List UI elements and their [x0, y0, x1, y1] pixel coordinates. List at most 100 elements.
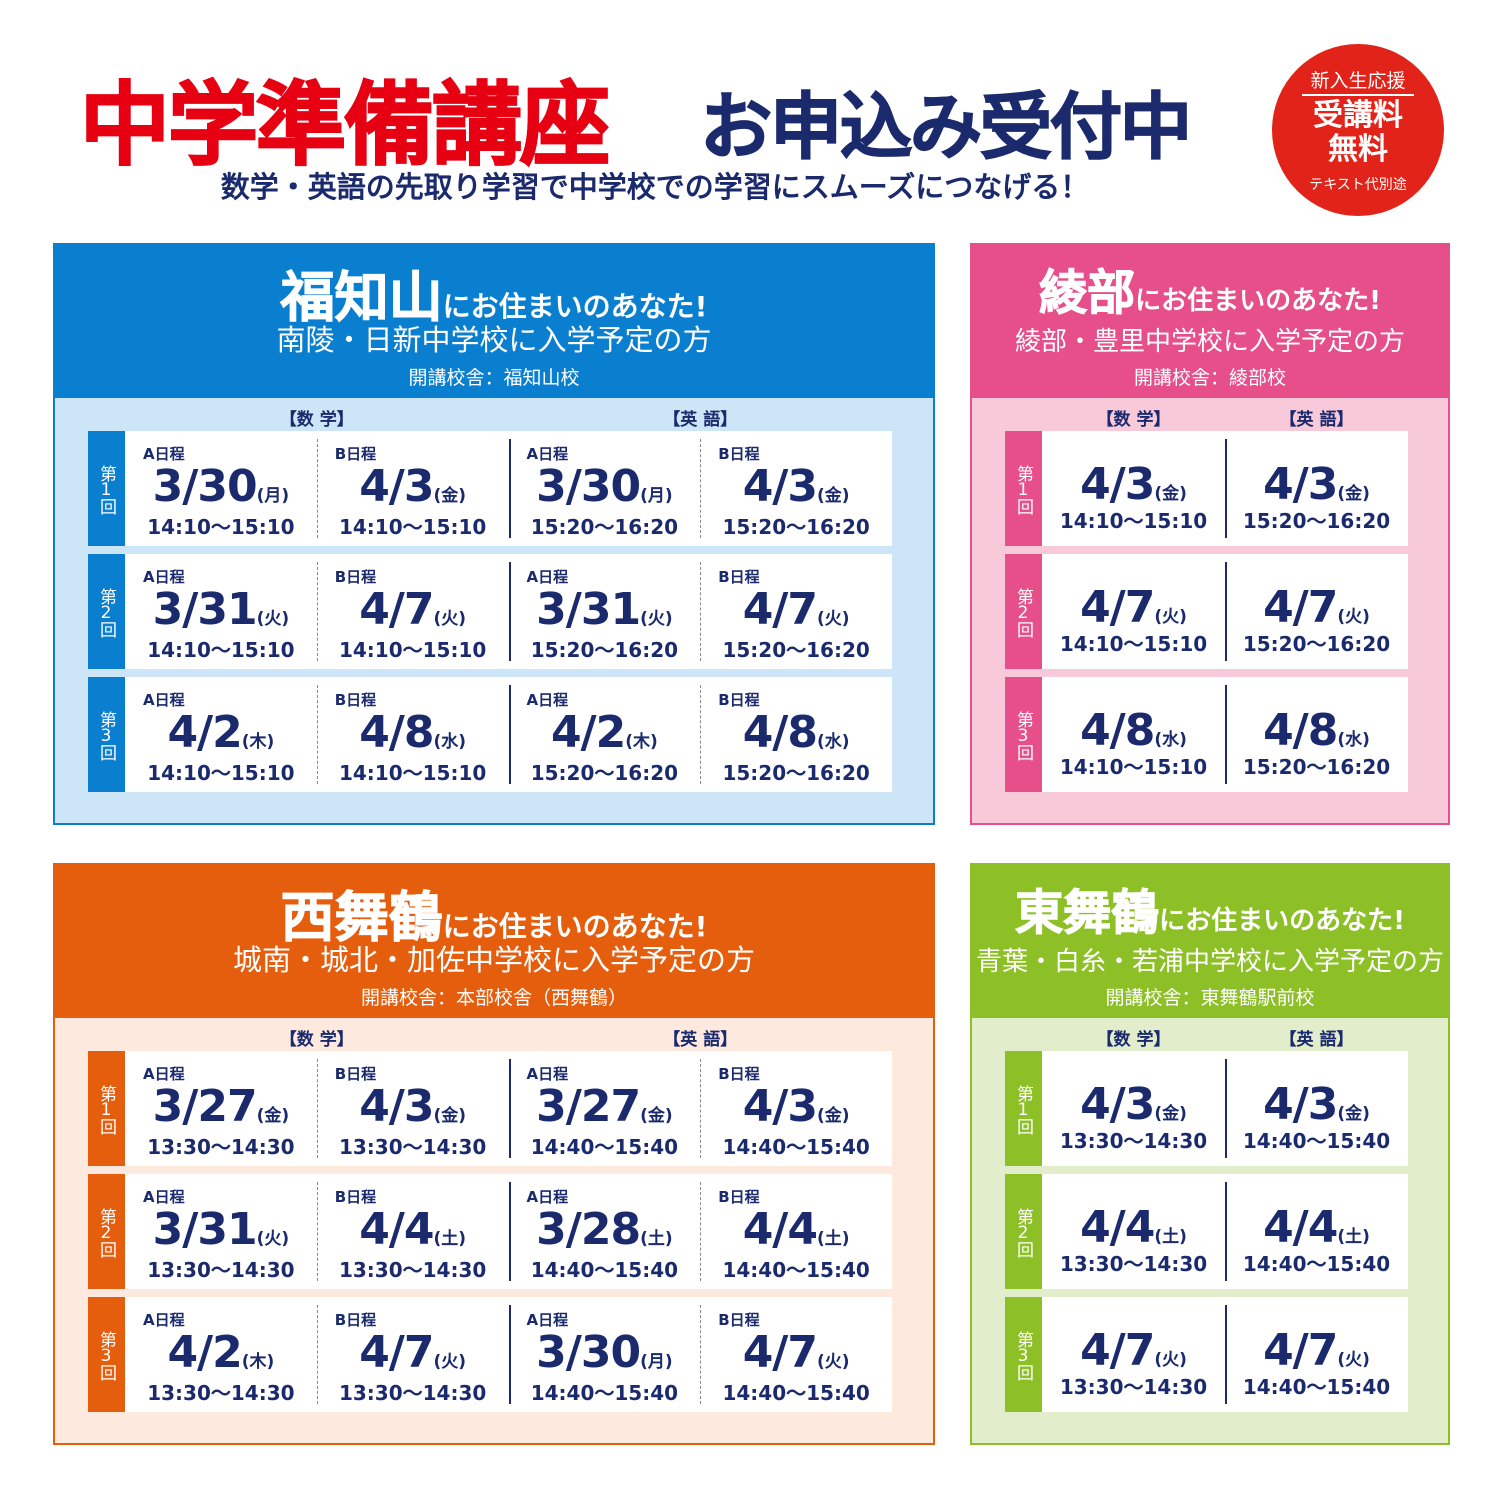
area-name: 福知山 [280, 266, 443, 330]
time: 14:40〜15:40 [530, 1381, 679, 1405]
weekday: (木) [625, 732, 658, 752]
date: 4/4 [359, 1204, 434, 1255]
round-row: 第2回 4/4(土) 13:30〜14:30 4/4(土) 14:40〜15:40 [1005, 1174, 1408, 1289]
date: 3/30 [536, 1327, 641, 1378]
weekday: (水) [1154, 730, 1187, 750]
tagline: にお住まいのあなた! [442, 290, 708, 323]
session: 4/8(水) 14:10〜15:10 [1042, 677, 1225, 792]
date: 3/30 [536, 461, 641, 512]
course: B日程 [334, 1188, 377, 1206]
time: 14:40〜15:40 [722, 1135, 870, 1159]
date: 3/30 [152, 461, 258, 512]
session: 4/7(火) 15:20〜16:20 [1225, 554, 1408, 669]
badge-main: 無料 [1328, 132, 1388, 167]
date: 4/7 [742, 1327, 818, 1378]
time: 14:10〜15:10 [147, 638, 295, 662]
weekday: (金) [433, 486, 467, 506]
venue: 開講校舎：東舞鶴駅前校 [1105, 987, 1315, 1009]
separator [316, 562, 318, 661]
tagline: にお住まいのあなた! [1135, 286, 1381, 316]
weekday: (火) [256, 609, 290, 629]
separator [316, 1059, 318, 1158]
time: 13:30〜14:30 [1059, 1129, 1208, 1153]
course: B日程 [334, 691, 377, 709]
weekday: (水) [817, 732, 850, 752]
date: 4/7 [359, 584, 434, 635]
date: 3/27 [152, 1081, 258, 1132]
round-label: 第2回 [88, 1174, 125, 1289]
date-line: 4/3(金) [1225, 459, 1408, 510]
course: A日程 [526, 1188, 569, 1206]
weekday: (月) [640, 486, 673, 506]
course: B日程 [718, 1311, 760, 1329]
date-line: 4/7(火) [700, 1327, 892, 1378]
date-line: 4/8(水) [700, 707, 892, 758]
session: 4/7(火) 14:40〜15:40 [1225, 1297, 1408, 1412]
badge-main: 受講料 [1313, 98, 1403, 133]
course: B日程 [718, 445, 760, 463]
separator [508, 1059, 511, 1158]
session: B日程 4/7(火) 14:10〜15:10 [317, 554, 509, 669]
date-line: 4/3(金) [317, 1081, 509, 1132]
session: B日程 4/8(水) 15:20〜16:20 [700, 677, 892, 792]
round-row: 第1回 A日程 3/30(月) 14:10〜15:10 B日程 4/3(金) 14:10〜1… [88, 431, 892, 546]
round-label: 第3回 [88, 1297, 125, 1412]
time: 13:30〜14:30 [1059, 1375, 1208, 1399]
panel-header: 西舞鶴にお住まいのあなた! 城南・城北・加佐中学校に入学予定の方 開講校舎：本部校舎… [55, 865, 933, 1018]
separator [1225, 1305, 1227, 1404]
round-label: 第3回 [1005, 1297, 1042, 1412]
time: 14:40〜15:40 [722, 1381, 870, 1405]
weekday: (金) [640, 1106, 673, 1126]
session: A日程 3/31(火) 15:20〜16:20 [509, 554, 701, 669]
time: 14:10〜15:10 [1059, 509, 1208, 533]
course: A日程 [143, 1065, 185, 1083]
date-line: 4/7(火) [1042, 1325, 1225, 1376]
date-line: 4/2(木) [125, 707, 317, 758]
weekday: (火) [817, 1352, 850, 1372]
weekday: (水) [1337, 730, 1370, 750]
weekday: (火) [433, 609, 467, 629]
time: 15:20〜16:20 [722, 638, 870, 662]
weekday: (金) [1337, 484, 1370, 504]
tagline: にお住まいのあなた! [442, 910, 708, 943]
date-line: 4/3(金) [700, 1081, 892, 1132]
weekday: (火) [433, 1352, 467, 1372]
course: B日程 [334, 445, 377, 463]
separator [508, 1305, 511, 1404]
time: 13:30〜14:30 [338, 1381, 487, 1405]
date-line: 3/27(金) [509, 1081, 701, 1132]
separator [508, 685, 511, 784]
session: A日程 3/31(火) 14:10〜15:10 [125, 554, 317, 669]
date: 4/2 [167, 707, 242, 758]
time: 14:40〜15:40 [1242, 1252, 1391, 1276]
separator [316, 685, 318, 784]
target-schools: 南陵・日新中学校に入学予定の方 [276, 323, 712, 357]
venue: 開講校舎：綾部校 [1133, 367, 1286, 389]
weekday: (火) [256, 1229, 290, 1249]
time: 14:10〜15:10 [338, 638, 487, 662]
date: 4/8 [742, 707, 818, 758]
separator [316, 1305, 318, 1404]
date-line: 3/30(月) [509, 1327, 701, 1378]
date: 4/4 [1263, 1202, 1338, 1253]
time: 15:20〜16:20 [1242, 509, 1391, 533]
weekday: (金) [433, 1106, 467, 1126]
course: A日程 [526, 691, 569, 709]
headline: 西舞鶴にお住まいのあなた! [55, 873, 933, 952]
session: 4/4(土) 14:40〜15:40 [1225, 1174, 1408, 1289]
session: B日程 4/3(金) 14:40〜15:40 [700, 1051, 892, 1166]
date-line: 3/27(金) [125, 1081, 317, 1132]
separator [700, 562, 702, 661]
separator [1225, 1059, 1227, 1158]
date: 4/3 [359, 1081, 434, 1132]
title: 中学準備講座 [79, 72, 611, 179]
session: B日程 4/3(金) 13:30〜14:30 [317, 1051, 509, 1166]
date-line: 3/30(月) [125, 461, 317, 512]
course: A日程 [143, 445, 185, 463]
round-label: 第1回 [1005, 1051, 1042, 1166]
weekday: (火) [1337, 1350, 1370, 1370]
headline: 綾部にお住まいのあなた! [972, 253, 1448, 323]
area-name: 西舞鶴 [280, 886, 443, 950]
separator [508, 1182, 511, 1281]
